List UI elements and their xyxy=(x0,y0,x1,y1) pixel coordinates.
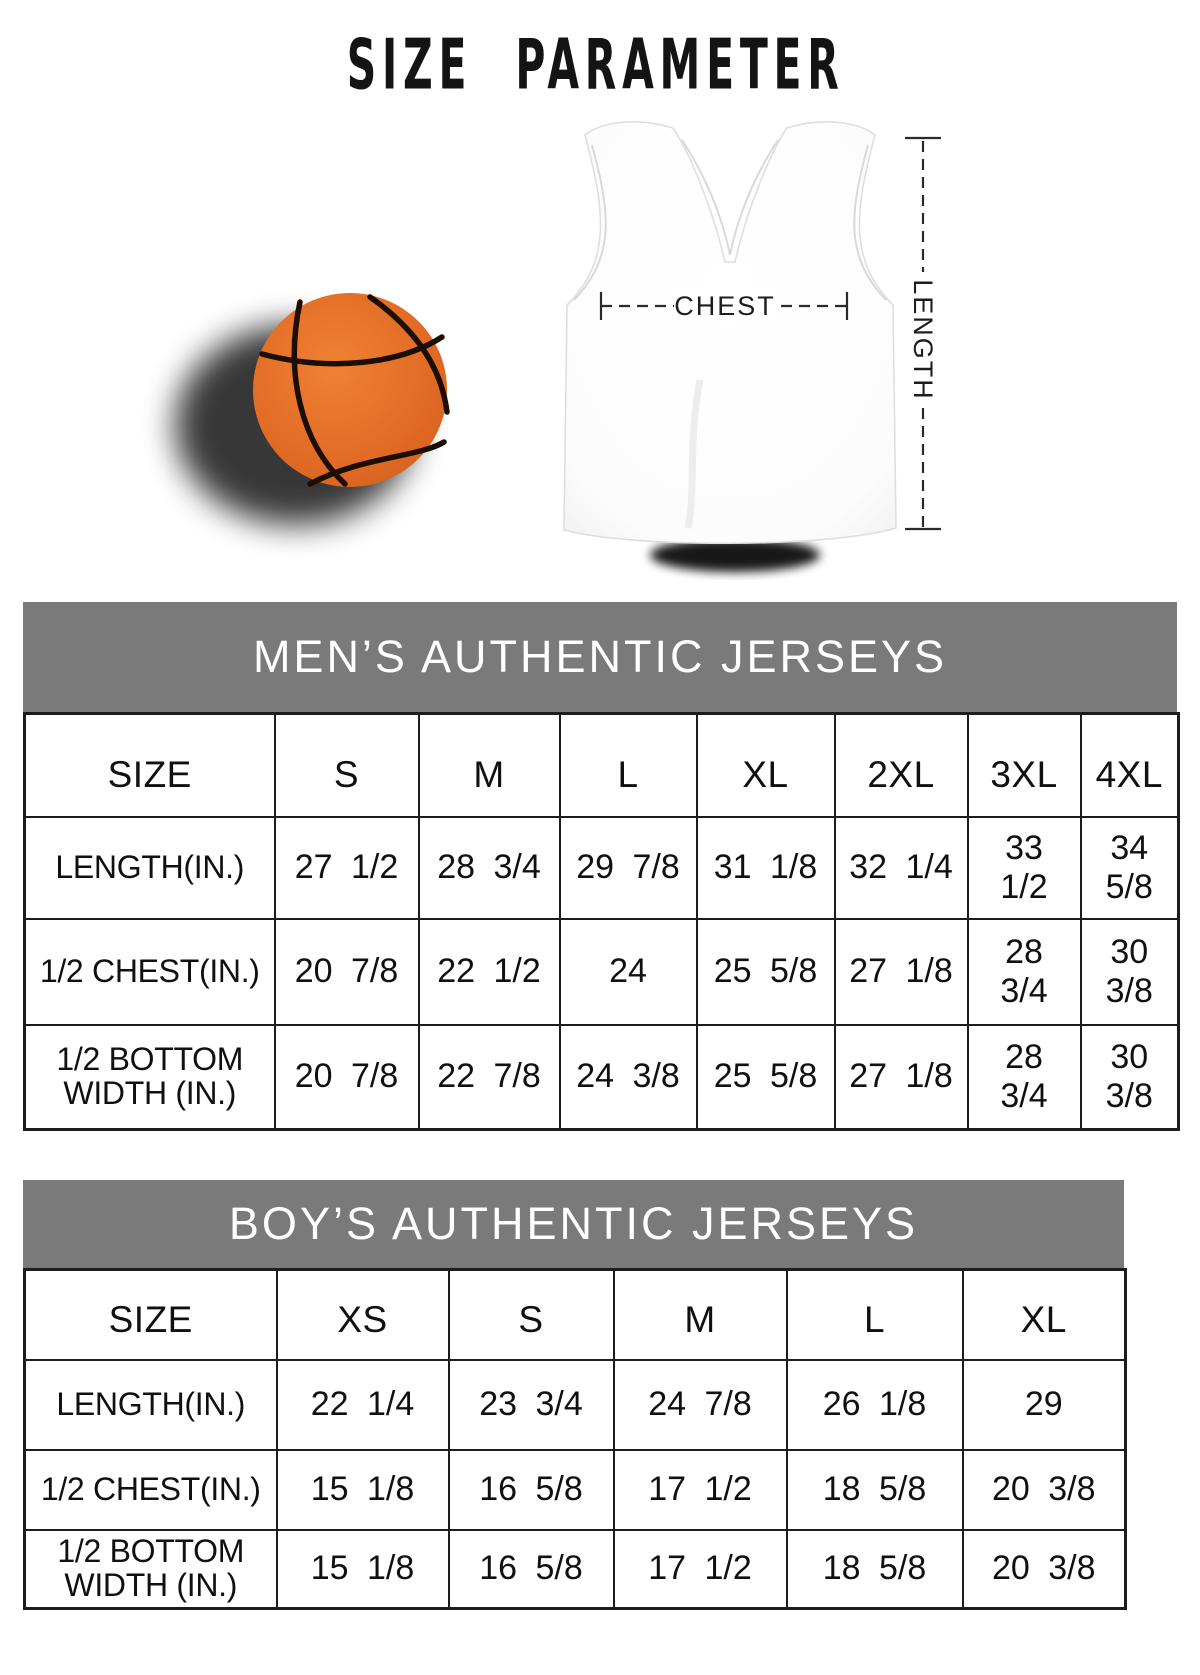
size-header-cell: 4XL xyxy=(1079,712,1180,818)
size-header-cell: M xyxy=(612,1268,788,1361)
table-row: 1/2 BOTTOM WIDTH (IN.) 15 1/8 16 5/8 17 … xyxy=(23,1528,1127,1610)
mens-size-table: SIZE S M L XL 2XL 3XL 4XL LENGTH(IN.) 27… xyxy=(23,712,1180,1131)
value-cell: 34 5/8 xyxy=(1079,815,1180,920)
table-row: LENGTH(IN.) 22 1/4 23 3/4 24 7/8 26 1/8 … xyxy=(23,1358,1127,1451)
value-cell: 20 7/8 xyxy=(273,917,420,1026)
mens-size-header-row: SIZE S M L XL 2XL 3XL 4XL xyxy=(23,712,1180,818)
row-label-cell: 1/2 BOTTOM WIDTH (IN.) xyxy=(23,1023,276,1131)
table-row: 1/2 CHEST(IN.) 20 7/8 22 1/2 24 25 5/8 2… xyxy=(23,917,1180,1026)
row-label-cell: 1/2 BOTTOM WIDTH (IN.) xyxy=(23,1528,278,1610)
value-cell: 24 xyxy=(558,917,698,1026)
value-cell: 23 3/4 xyxy=(447,1358,615,1451)
basketball-icon xyxy=(175,293,450,525)
chest-label-bg xyxy=(674,289,776,322)
size-header-cell: 3XL xyxy=(966,712,1082,818)
value-cell: 24 7/8 xyxy=(612,1358,788,1451)
value-cell: 16 5/8 xyxy=(447,1528,615,1610)
value-cell: 28 3/4 xyxy=(417,815,561,920)
mens-jerseys-section: MEN’S AUTHENTIC JERSEYS SIZE S M L XL 2X… xyxy=(23,602,1180,1131)
value-cell: 20 3/8 xyxy=(961,1448,1127,1531)
value-cell: 15 1/8 xyxy=(275,1448,450,1531)
table-row: LENGTH(IN.) 27 1/2 28 3/4 29 7/8 31 1/8 … xyxy=(23,815,1180,920)
value-cell: 33 1/2 xyxy=(966,815,1082,920)
size-header-cell: S xyxy=(273,712,420,818)
value-cell: 20 3/8 xyxy=(961,1528,1127,1610)
size-header-cell: XS xyxy=(275,1268,450,1361)
value-cell: 17 1/2 xyxy=(612,1448,788,1531)
boys-table-title: BOY’S AUTHENTIC JERSEYS xyxy=(23,1180,1124,1268)
size-header-cell: SIZE xyxy=(23,1268,278,1361)
size-header-cell: L xyxy=(785,1268,964,1361)
size-diagram: CHEST LENGTH xyxy=(175,121,941,572)
size-header-cell: S xyxy=(447,1268,615,1361)
value-cell: 18 5/8 xyxy=(785,1448,964,1531)
value-cell: 31 1/8 xyxy=(695,815,836,920)
value-cell: 24 3/8 xyxy=(558,1023,698,1131)
chest-label: CHEST xyxy=(674,291,776,321)
jersey-icon xyxy=(563,121,897,572)
value-cell: 22 7/8 xyxy=(417,1023,561,1131)
size-header-cell: XL xyxy=(695,712,836,818)
value-cell: 18 5/8 xyxy=(785,1528,964,1610)
value-cell: 16 5/8 xyxy=(447,1448,615,1531)
row-label-cell: LENGTH(IN.) xyxy=(23,815,276,920)
row-label-cell: 1/2 CHEST(IN.) xyxy=(23,1448,278,1531)
page-title: SIZE PARAMETER xyxy=(346,26,845,106)
table-row: 1/2 BOTTOM WIDTH (IN.) 20 7/8 22 7/8 24 … xyxy=(23,1023,1180,1131)
size-header-cell: XL xyxy=(961,1268,1127,1361)
size-header-cell: L xyxy=(558,712,698,818)
boys-jerseys-section: BOY’S AUTHENTIC JERSEYS SIZE XS S M L XL… xyxy=(23,1180,1127,1610)
table-row: 1/2 CHEST(IN.) 15 1/8 16 5/8 17 1/2 18 5… xyxy=(23,1448,1127,1531)
chest-measure-line xyxy=(599,292,849,320)
size-header-cell: M xyxy=(417,712,561,818)
value-cell: 28 3/4 xyxy=(966,1023,1082,1131)
length-measure-line xyxy=(905,136,941,531)
value-cell: 20 7/8 xyxy=(273,1023,420,1131)
value-cell: 26 1/8 xyxy=(785,1358,964,1451)
value-cell: 29 7/8 xyxy=(558,815,698,920)
length-label: LENGTH xyxy=(908,279,938,401)
value-cell: 27 1/8 xyxy=(833,1023,969,1131)
value-cell: 32 1/4 xyxy=(833,815,969,920)
row-label-cell: 1/2 CHEST(IN.) xyxy=(23,917,276,1026)
value-cell: 17 1/2 xyxy=(612,1528,788,1610)
value-cell: 30 3/8 xyxy=(1079,917,1180,1026)
value-cell: 25 5/8 xyxy=(695,1023,836,1131)
value-cell: 27 1/8 xyxy=(833,917,969,1026)
boys-size-header-row: SIZE XS S M L XL xyxy=(23,1268,1127,1361)
value-cell: 22 1/2 xyxy=(417,917,561,1026)
mens-table-title: MEN’S AUTHENTIC JERSEYS xyxy=(23,602,1177,712)
value-cell: 29 xyxy=(961,1358,1127,1451)
boys-size-table: SIZE XS S M L XL LENGTH(IN.) 22 1/4 23 3… xyxy=(23,1268,1127,1610)
size-header-cell: SIZE xyxy=(23,712,276,818)
row-label-cell: LENGTH(IN.) xyxy=(23,1358,278,1451)
value-cell: 22 1/4 xyxy=(275,1358,450,1451)
value-cell: 15 1/8 xyxy=(275,1528,450,1610)
value-cell: 28 3/4 xyxy=(966,917,1082,1026)
value-cell: 27 1/2 xyxy=(273,815,420,920)
value-cell: 30 3/8 xyxy=(1079,1023,1180,1131)
value-cell: 25 5/8 xyxy=(695,917,836,1026)
size-header-cell: 2XL xyxy=(833,712,969,818)
